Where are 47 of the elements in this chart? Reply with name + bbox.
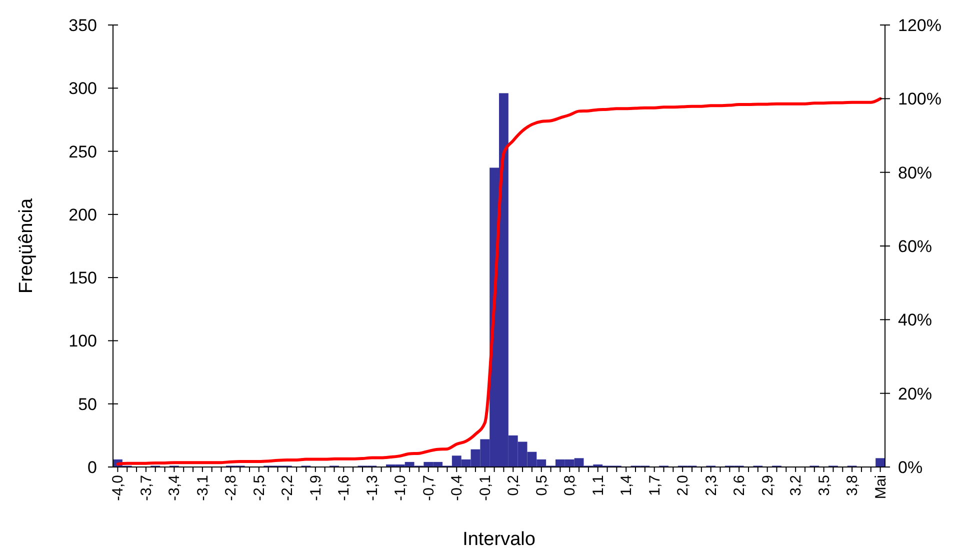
x-tick-label: -1,3	[364, 475, 381, 501]
x-tick-label: -1,9	[307, 475, 324, 501]
y2-tick-label: 100%	[898, 90, 942, 109]
y-tick-label: 50	[78, 394, 97, 414]
x-tick-label: -2,5	[250, 475, 268, 501]
x-tick-label: 3,8	[844, 475, 862, 496]
bar	[876, 458, 885, 467]
y-tick-label: 100	[68, 332, 97, 351]
y-tick-label: 300	[68, 79, 97, 98]
y-tick-label: 200	[68, 205, 97, 224]
y2-tick-label: 60%	[898, 237, 932, 256]
x-tick-label: -4,0	[110, 475, 127, 501]
x-tick-label: -3,1	[194, 475, 212, 501]
x-tick-label: 1,7	[646, 475, 664, 496]
line-series	[116, 97, 882, 466]
x-tick-label: 2,6	[731, 475, 748, 496]
y-tick-label: 350	[68, 16, 97, 35]
x-tick-label: -0,4	[448, 475, 466, 501]
x-tick-label: -1,0	[392, 475, 410, 501]
x-tick-label: 1,1	[590, 475, 607, 496]
x-tick-label: 2,9	[759, 475, 776, 496]
y2-tick-label: 40%	[898, 310, 932, 330]
x-axis-title: Intervalo	[462, 529, 536, 550]
x-tick-label: -3,4	[166, 475, 184, 501]
x-tick-label: 0,5	[533, 475, 550, 496]
x-tick-label: 3,2	[788, 475, 805, 496]
x-tick-label: 0,8	[562, 475, 579, 496]
x-tick-label: 2,0	[674, 475, 692, 496]
y2-tick-label: 20%	[898, 384, 932, 404]
x-tick-label: 2,3	[702, 475, 720, 496]
y-tick-label: 0	[88, 458, 97, 477]
x-tick-label: -2,8	[222, 475, 240, 501]
y2-tick-label: 80%	[898, 163, 932, 182]
y-axis-title: Freqüência	[16, 198, 37, 294]
x-tick-label: 0,2	[505, 475, 522, 496]
y-tick-label: 250	[68, 142, 97, 162]
y2-tick-label: 0%	[898, 458, 923, 477]
x-tick-label: -0,7	[420, 475, 438, 501]
x-tick-label: 3,5	[816, 475, 833, 496]
x-tick-label: -2,2	[279, 475, 296, 501]
x-tick-label: -1,6	[336, 475, 353, 501]
x-tick-label: Mai	[872, 475, 890, 500]
y-tick-label: 150	[68, 268, 97, 288]
x-tick-label: -3,7	[138, 475, 155, 501]
x-tick-label: 1,4	[618, 475, 636, 496]
y2-tick-label: 120%	[898, 16, 942, 35]
x-tick-label: -0,1	[476, 475, 494, 501]
